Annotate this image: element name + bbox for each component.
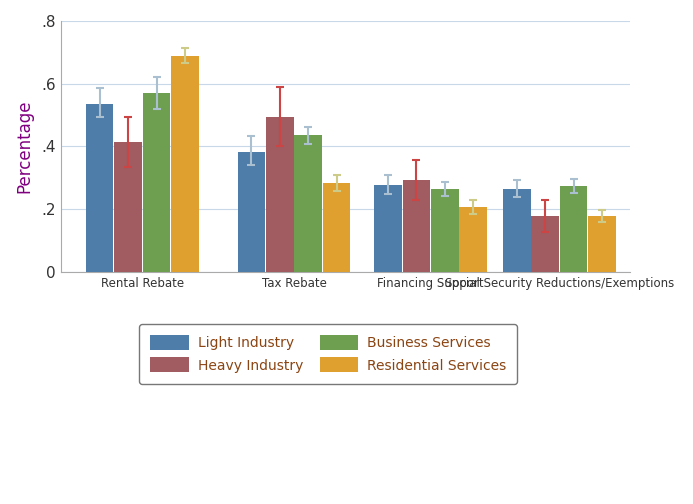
Bar [143,93,170,272]
Bar [560,186,588,272]
Legend: Light Industry, Heavy Industry, Business Services, Residential Services: Light Industry, Heavy Industry, Business… [139,324,517,384]
Y-axis label: Percentage: Percentage [15,100,33,193]
Bar [295,136,322,272]
Bar [266,116,294,272]
Bar [588,216,616,272]
Bar [532,216,559,272]
Bar [114,143,142,272]
Bar [323,183,351,272]
Bar [86,104,114,272]
Bar [403,180,430,272]
Bar [171,55,199,272]
Bar [459,207,487,272]
Bar [374,185,402,272]
Bar [503,189,531,272]
Bar [431,189,459,272]
Bar [238,152,265,272]
